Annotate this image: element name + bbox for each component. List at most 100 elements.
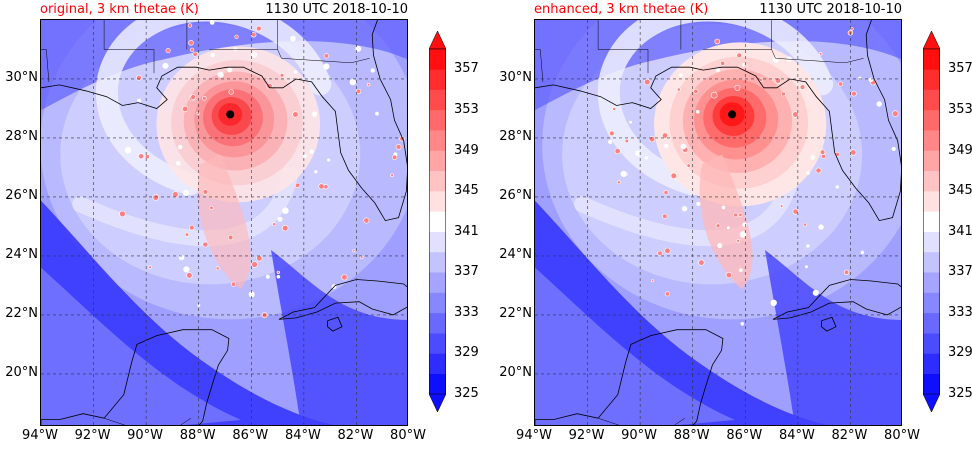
lat-tick-label: 26°N [5, 188, 38, 203]
convective-cell [806, 171, 810, 175]
convective-cell [780, 204, 784, 208]
convective-cell [314, 170, 318, 174]
convective-cell [295, 182, 301, 188]
convective-cell [327, 158, 331, 162]
colorbar-segment [429, 130, 446, 151]
convective-cell [323, 53, 330, 59]
convective-cell [162, 62, 169, 69]
borders [41, 20, 370, 425]
convective-cell [740, 321, 745, 326]
lat-tick-label: 28°N [5, 129, 38, 144]
lat-tick-label: 20°N [5, 364, 38, 380]
lon-tick-label: 80°W [390, 428, 426, 443]
convective-cell [251, 261, 258, 268]
lat-tick-label: 26°N [499, 188, 532, 203]
convective-cell [136, 74, 142, 81]
convective-cell [192, 51, 198, 57]
convective-cell [726, 226, 730, 230]
convective-cell [892, 110, 899, 117]
convective-cell [341, 274, 348, 281]
gridlines [535, 20, 901, 425]
colorbar-extend-max [428, 30, 447, 50]
convective-cell [662, 132, 669, 139]
convective-cell [138, 153, 144, 160]
convective-cell [202, 241, 209, 248]
colorbar-tick-label: 325 [948, 386, 972, 401]
convective-cell [663, 143, 669, 149]
lat-tick-label: 30°N [5, 70, 38, 85]
convective-cell [698, 259, 705, 266]
convective-cell [850, 149, 857, 156]
convective-cell [624, 138, 629, 144]
colorbar-segment [923, 49, 940, 70]
panel-timestamp: 1130 UTC 2018-10-10 [759, 2, 902, 17]
convective-cell [366, 82, 371, 87]
colorbar-tick-label: 341 [948, 223, 972, 239]
convective-cell [233, 47, 238, 52]
convective-cell [733, 212, 738, 218]
convective-cell [721, 205, 726, 210]
border-line [674, 417, 685, 425]
convective-cell [843, 269, 850, 276]
colorbar-segment [429, 49, 446, 70]
lon-tick-label: 82°W [337, 428, 374, 443]
convective-cell [289, 35, 296, 42]
convective-cell [209, 20, 215, 25]
colorbar-original [428, 30, 447, 413]
convective-cell [670, 172, 678, 180]
convective-cell [215, 266, 220, 271]
convective-cell [651, 279, 655, 283]
convective-cell [715, 223, 721, 229]
convective-cell [251, 31, 257, 38]
lon-tick-label: 94°W [22, 428, 58, 443]
colorbar-segment [429, 109, 446, 131]
panel-title: original, 3 km thetae (K) [40, 2, 199, 17]
lon-tick-label: 86°W [232, 428, 269, 443]
convective-cell [302, 153, 307, 159]
spiral-band [95, 20, 332, 196]
border-line [535, 49, 544, 82]
convective-cell [183, 266, 190, 273]
convective-cell [819, 52, 823, 56]
convective-cell [256, 255, 263, 262]
colorbar-tick-label: 345 [454, 183, 479, 199]
cool-band-inner [41, 267, 241, 425]
convective-cell [178, 144, 183, 150]
spiral-band [597, 20, 834, 196]
convective-cell [695, 109, 700, 114]
border-line [104, 49, 155, 74]
lat-tick-label: 24°N [499, 246, 532, 262]
coastline-yucatan [535, 329, 724, 425]
convective-cell [277, 216, 283, 222]
convective-cell [137, 98, 142, 103]
warm-tail [699, 154, 753, 290]
border-line [180, 417, 191, 425]
colorbar-segment [429, 191, 446, 212]
colorbar-tick-label: 337 [948, 264, 972, 280]
colorbar-segment [429, 251, 446, 273]
border-line [104, 417, 126, 425]
cool-band-inner [535, 267, 735, 425]
convective-cell [868, 77, 874, 83]
coastline-cuba [278, 279, 407, 320]
cool-band-east [765, 250, 901, 425]
colorbar-tick-label: 333 [948, 304, 972, 320]
convective-cell [720, 60, 726, 66]
convective-cell [323, 63, 330, 70]
colorbar-segment [923, 89, 940, 111]
colorbar-tick-label: 349 [948, 142, 972, 158]
border-line [703, 49, 864, 64]
convective-cell [293, 70, 298, 74]
lon-tick-label: 80°W [884, 428, 920, 443]
lon-tick-label: 94°W [516, 428, 552, 443]
convective-cell [818, 224, 824, 230]
lon-tick-label: 88°W [179, 428, 216, 443]
lon-tick-label: 84°W [284, 428, 321, 443]
coastline-isla-juventud [327, 316, 343, 332]
lon-tick-label: 82°W [831, 428, 868, 443]
convective-cell [802, 222, 807, 227]
lat-tick-label: 24°N [5, 246, 38, 262]
convective-cell [876, 101, 882, 107]
convective-cell [838, 81, 844, 87]
convective-cell [234, 34, 239, 39]
